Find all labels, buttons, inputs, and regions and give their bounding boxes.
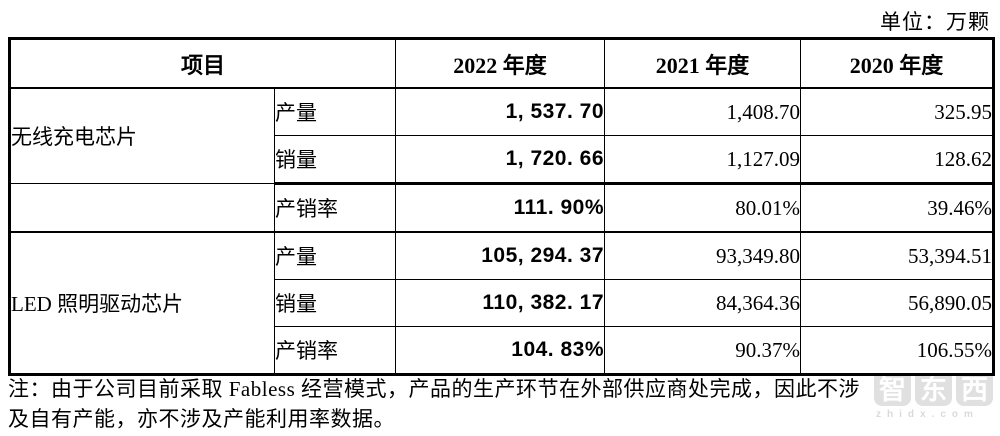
value-2022: 104. 83%	[395, 326, 606, 375]
value-2020: 53,394.51	[800, 231, 995, 280]
metric-label: 产销率	[273, 326, 397, 375]
value-2022: 1, 720. 66	[395, 135, 606, 185]
table-header-row: 项目 2022 年度 2021 年度 2020 年度	[8, 38, 995, 89]
footnote-line: 注：由于公司目前采取 Fabless 经营模式，产品的生产环节在外部供应商处完成…	[8, 377, 860, 401]
header-item: 项目	[8, 38, 397, 89]
value-2020: 106.55%	[800, 326, 995, 375]
value-2021: 1,127.09	[604, 135, 802, 185]
value-2021: 90.37%	[604, 326, 802, 375]
group-name-wireless: 无线充电芯片	[9, 87, 275, 184]
value-2021: 1,408.70	[604, 87, 802, 136]
footnote: 注：由于公司目前采取 Fabless 经营模式，产品的生产环节在外部供应商处完成…	[8, 374, 996, 434]
value-2022: 105, 294. 37	[395, 231, 606, 280]
watermark: 智 东 西 zhidx.com	[874, 369, 1000, 420]
production-sales-table: 项目 2022 年度 2021 年度 2020 年度 无线充电芯片 产量 1, …	[8, 37, 996, 376]
value-2022: 111. 90%	[395, 183, 606, 233]
metric-label: 销量	[273, 135, 397, 185]
header-year-2022: 2022 年度	[395, 38, 606, 89]
footnote-line: 及自有产能，亦不涉及产能利用率数据。	[8, 407, 395, 431]
value-2021: 80.01%	[604, 183, 802, 233]
metric-label: 产销率	[273, 183, 397, 233]
watermark-logo: 智 东 西	[874, 369, 1000, 406]
metric-label: 销量	[273, 279, 397, 327]
table-row: LED 照明驱动芯片 产量 105, 294. 37 93,349.80 53,…	[9, 231, 995, 375]
table-row: 销量 1, 720. 66 1,127.09 128.62	[10, 135, 995, 185]
value-2020: 128.62	[800, 135, 995, 185]
value-2021: 84,364.36	[604, 279, 802, 327]
table-row: 产销率 104. 83% 90.37% 106.55%	[10, 326, 995, 375]
value-2021: 93,349.80	[604, 231, 802, 280]
metric-label: 产量	[273, 231, 397, 280]
group-name-led: LED 照明驱动芯片	[9, 231, 275, 375]
metric-label: 产量	[273, 87, 397, 136]
table-row: 产销率 111. 90% 80.01% 39.46%	[9, 183, 995, 233]
value-2020: 39.46%	[800, 183, 995, 233]
unit-label: 单位：万颗	[880, 10, 990, 34]
value-2020: 325.95	[800, 87, 995, 136]
table-row: 无线充电芯片 产量 1, 537. 70 1,408.70 325.95	[9, 87, 995, 184]
value-2022: 110, 382. 17	[395, 279, 606, 327]
group-name-empty	[9, 183, 275, 233]
header-year-2020: 2020 年度	[800, 38, 995, 89]
header-year-2021: 2021 年度	[604, 38, 802, 89]
watermark-domain: zhidx.com	[876, 409, 979, 420]
table-row: 销量 110, 382. 17 84,364.36 56,890.05	[10, 279, 995, 327]
value-2020: 56,890.05	[800, 279, 995, 327]
value-2022: 1, 537. 70	[395, 87, 606, 136]
